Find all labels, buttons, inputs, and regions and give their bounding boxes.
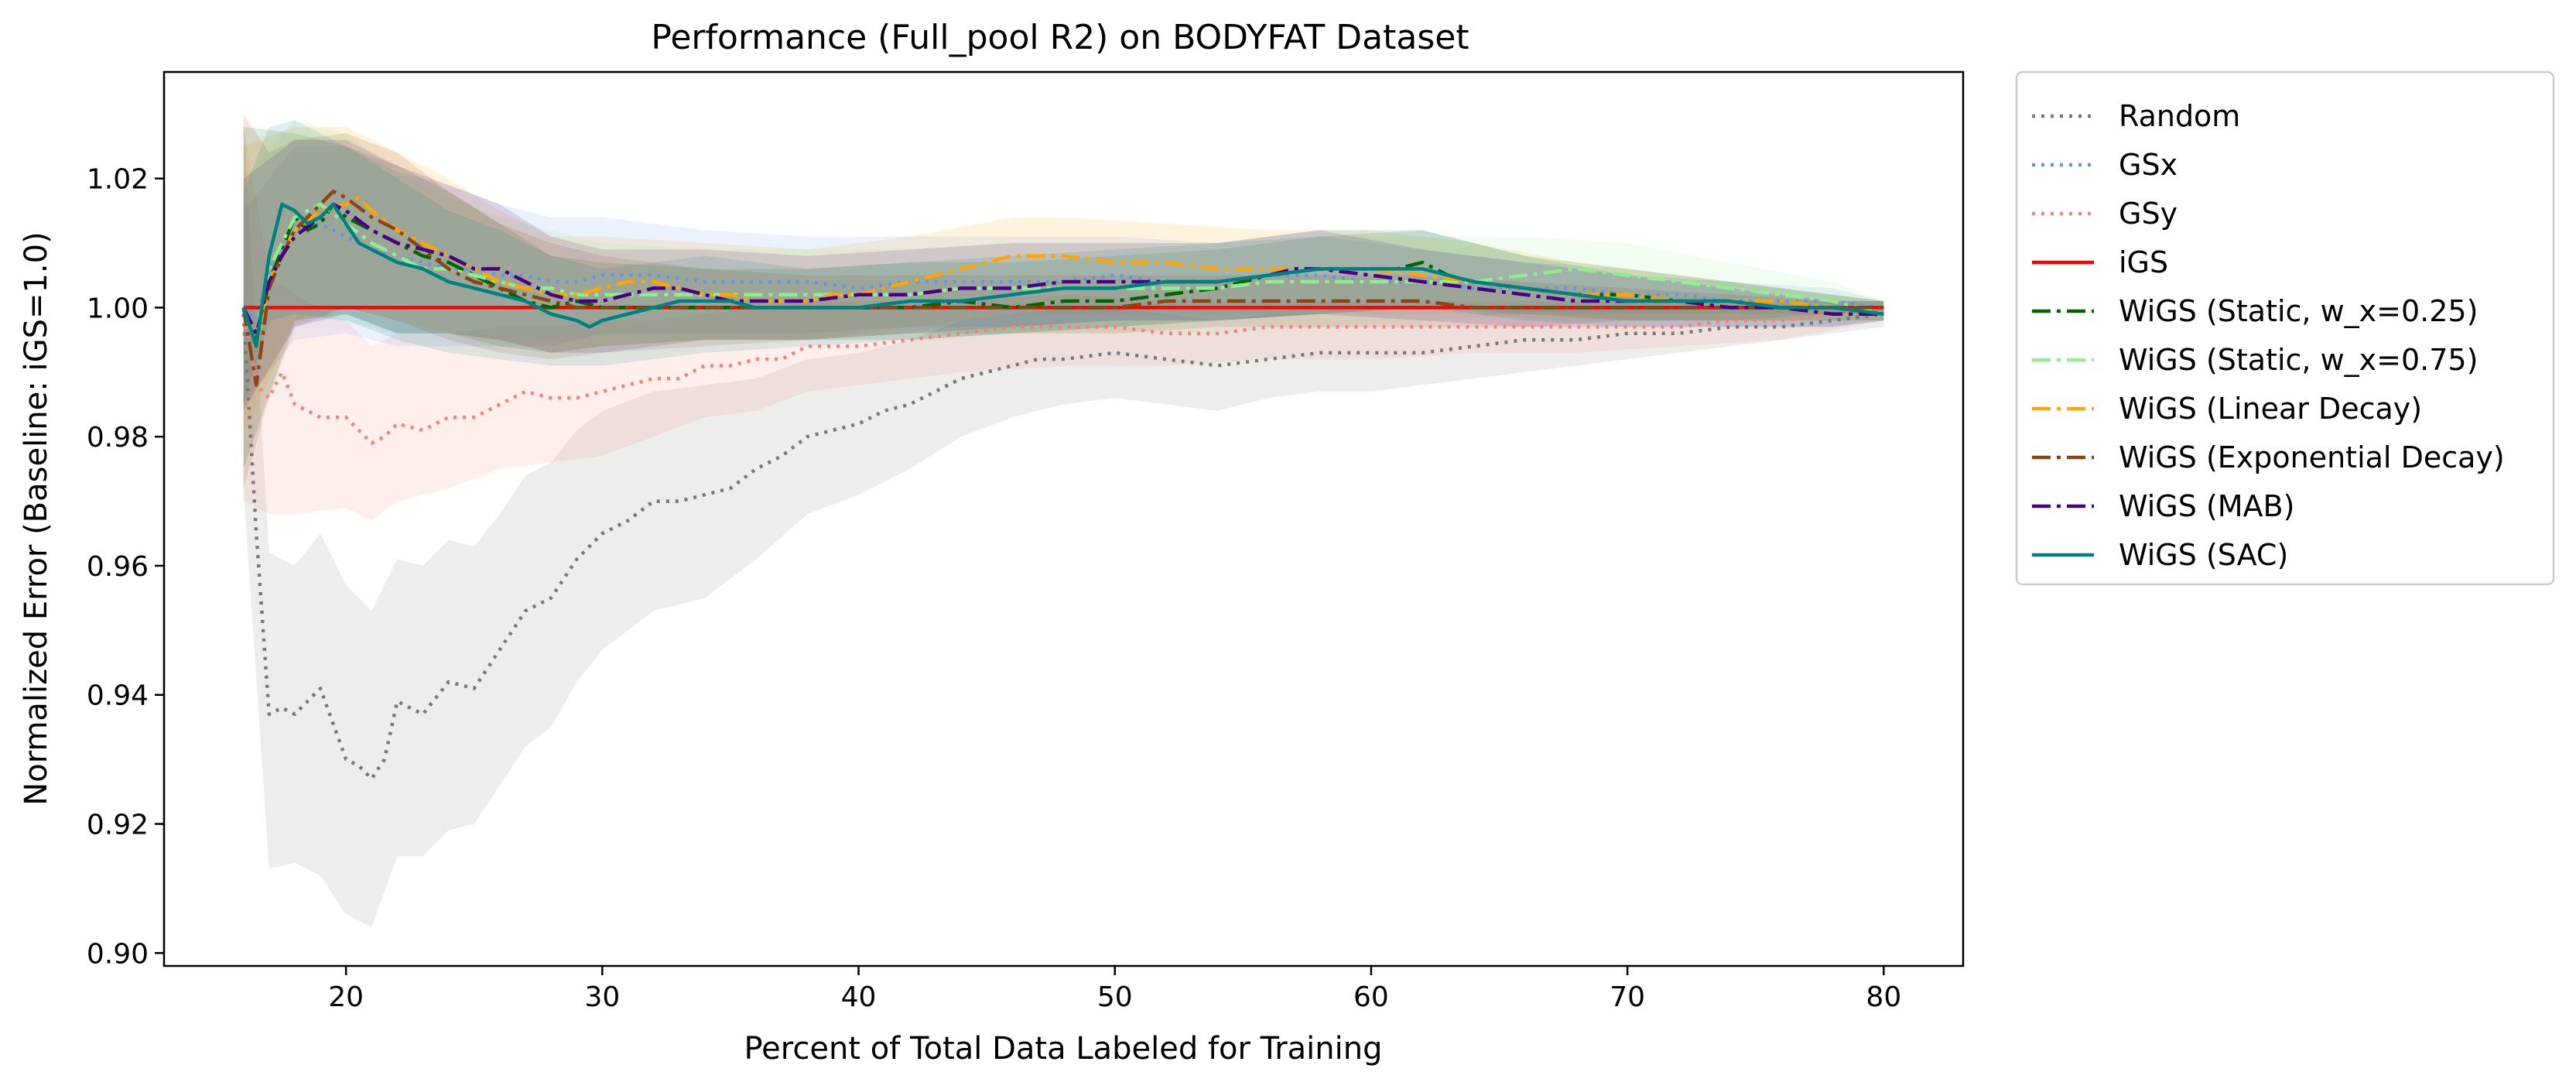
series-line-random [241,312,1884,781]
y-tick-label: 0.92 [87,810,149,841]
y-tick-label: 0.98 [87,422,149,454]
y-tick-label: 1.02 [87,164,149,196]
legend-label-wigs-linear-decay: WiGS (Linear Decay) [2119,392,2422,426]
legend-label-wigs-sac: WiGS (SAC) [2119,538,2288,572]
chart-title: Performance (Full_pool R2) on BODYFAT Da… [651,18,1469,57]
x-tick-label: 40 [841,981,877,1013]
x-tick-label: 60 [1353,981,1389,1013]
legend-label-wigs-mab: WiGS (MAB) [2119,489,2294,523]
y-tick-label: 0.90 [87,938,149,970]
x-axis-label: Percent of Total Data Labeled for Traini… [744,1031,1382,1067]
x-tick-label: 30 [584,981,620,1013]
legend-label-gsx: GSx [2119,148,2177,182]
legend-label-wigs-static-w-x-0-25: WiGS (Static, w_x=0.25) [2119,294,2478,328]
x-tick-label: 70 [1610,981,1645,1013]
band-gsy [243,126,1884,521]
legend-frame [2015,70,2555,586]
band-wigs-sac [243,120,1884,405]
legend-label-igs: iGS [2119,245,2168,279]
band-random [243,120,1884,927]
x-axis-ticks: 20 30 40 50 60 70 80 [328,966,1901,1013]
y-tick-label: 0.94 [87,680,149,712]
x-tick-label: 80 [1866,981,1901,1013]
band-wigs-mab [243,139,1884,411]
legend-label-random: Random [2119,99,2240,133]
series-line-wigs-mab [241,202,1884,335]
series-line-wigs-static-w-x-0-25 [241,202,1884,342]
legend-label-wigs-static-w-x-0-75: WiGS (Static, w_x=0.75) [2119,343,2478,377]
y-axis-ticks: 0.90 0.92 0.94 0.96 0.98 1.00 1.02 [87,164,164,970]
series-lines [241,190,1884,781]
y-axis-label: Normalized Error (Baseline: iGS=1.0) [19,231,54,805]
x-tick-label: 20 [328,981,364,1013]
plot-frame [162,70,1965,967]
series-line-wigs-linear-decay [241,196,1884,348]
x-tick-label: 50 [1097,981,1133,1013]
legend: Random GSx GSy iGS WiGS (Static, w_x=0.25) Wi… [2015,70,2555,586]
series-line-gsy [241,306,1884,445]
y-tick-label: 1.00 [87,293,149,324]
band-wigs-static-w-x-0-25 [243,126,1884,469]
legend-label-gsy: GSy [2119,197,2177,231]
band-wigs-static-w-x-0-75 [243,120,1884,405]
legend-label-wigs-exponential-decay: WiGS (Exponential Decay) [2119,440,2505,474]
series-line-wigs-sac [241,202,1884,348]
y-tick-label: 0.96 [87,551,149,583]
band-gsx [243,146,1884,405]
